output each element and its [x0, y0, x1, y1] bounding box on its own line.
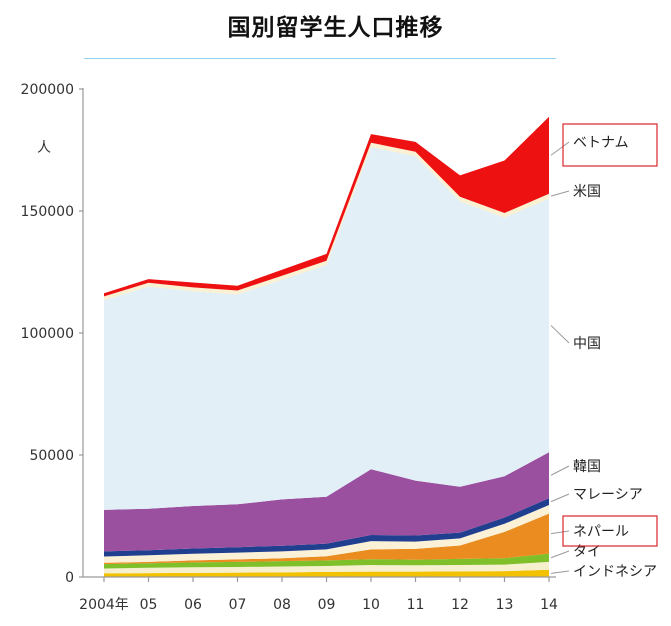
series-label-タイ: タイ — [573, 544, 601, 560]
leader-line-韓国 — [550, 465, 570, 476]
leader-line-インドネシア — [550, 570, 570, 574]
x-tick-label: 09 — [318, 597, 336, 613]
area-マレーシア — [104, 498, 549, 557]
y-tick-label: 150000 — [21, 204, 74, 220]
leader-line-ネパール — [550, 530, 570, 535]
x-tick-label: 05 — [140, 597, 158, 613]
series-label-韓国: 韓国 — [573, 459, 601, 475]
area-band-1 — [104, 561, 549, 574]
x-tick-label: 12 — [451, 597, 469, 613]
y-tick-label: 50000 — [29, 448, 74, 464]
area-インドネシア — [104, 569, 549, 577]
x-tick-label: 2004年 — [79, 597, 129, 613]
leader-line-ベトナム — [550, 141, 570, 156]
area-ベトナム — [104, 116, 549, 297]
highlight-box-nepal — [562, 515, 658, 547]
area-タイ — [104, 553, 549, 569]
series-areas — [104, 116, 549, 577]
area-米国 — [104, 142, 549, 301]
series-label-米国: 米国 — [573, 184, 601, 200]
y-tick-label: 100000 — [21, 326, 74, 342]
highlight-box-vietnam — [562, 123, 658, 167]
chart-title: 国別留学生人口推移 — [227, 15, 444, 41]
title-divider — [84, 58, 556, 59]
y-axis-unit-label: 人 — [37, 140, 51, 156]
area-中国 — [104, 147, 549, 510]
leader-line-タイ — [550, 550, 570, 559]
y-tick-label: 0 — [65, 570, 74, 586]
y-tick-label: 200000 — [21, 82, 74, 98]
area-band-4 — [104, 505, 549, 563]
x-tick-label: 06 — [184, 597, 202, 613]
series-label-インドネシア: インドネシア — [573, 564, 657, 580]
series-label-マレーシア: マレーシア — [573, 487, 643, 503]
x-tick-label: 14 — [540, 597, 558, 613]
series-label-中国: 中国 — [573, 336, 601, 352]
x-tick-label: 13 — [496, 597, 514, 613]
leader-line-マレーシア — [550, 493, 570, 503]
series-label-ベトナム: ベトナム — [573, 135, 629, 151]
area-ネパール — [104, 513, 549, 565]
leader-line-米国 — [550, 190, 570, 197]
x-tick-label: 07 — [229, 597, 247, 613]
x-tick-label: 10 — [362, 597, 380, 613]
series-label-ネパール: ネパール — [573, 524, 629, 540]
x-tick-label: 11 — [407, 597, 425, 613]
leader-line-中国 — [550, 325, 570, 344]
area-韓国 — [104, 452, 549, 552]
axes: 0 50000 100000 150000 200000 人 2004年 05 06 07 08 09… — [21, 82, 558, 613]
x-tick-label: 08 — [273, 597, 291, 613]
